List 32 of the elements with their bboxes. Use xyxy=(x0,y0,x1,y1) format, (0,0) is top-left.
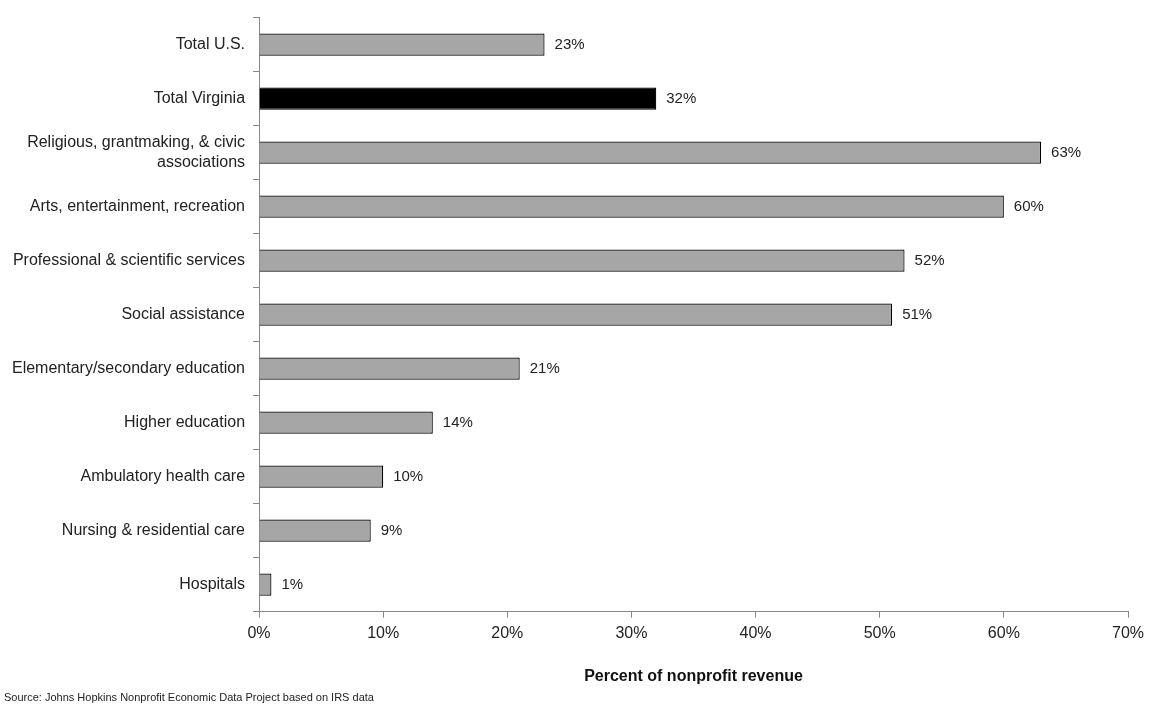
y-tick-label: Social assistance xyxy=(121,305,246,323)
x-tick-label: 70% xyxy=(1111,623,1145,641)
data-label: 23% xyxy=(554,34,585,52)
source-note: Source: Johns Hopkins Nonprofit Economic Data Project based on IRS data xyxy=(4,691,374,703)
data-label: 1% xyxy=(281,574,304,592)
data-label: 60% xyxy=(1013,196,1044,214)
x-tick-label: 60% xyxy=(987,623,1020,641)
y-tick-label: Nursing & residential care xyxy=(61,521,246,539)
data-label: 14% xyxy=(442,412,473,430)
data-label: 21% xyxy=(529,358,560,376)
x-tick-label: 30% xyxy=(615,623,648,641)
x-tick-label: 10% xyxy=(367,623,400,641)
data-label: 32% xyxy=(666,88,697,106)
x-tick-label: 50% xyxy=(863,623,896,641)
y-tick-label: Total U.S. xyxy=(175,35,246,53)
data-label: 63% xyxy=(1051,142,1082,160)
y-tick-label: Religious, grantmaking, & civic associations xyxy=(27,133,246,170)
x-tick-label: 0% xyxy=(247,623,271,641)
data-label: 52% xyxy=(914,250,945,268)
data-label: 9% xyxy=(380,520,403,538)
y-tick-label: Hospitals xyxy=(179,575,246,593)
data-label: 51% xyxy=(902,304,933,322)
data-label: 10% xyxy=(393,466,424,484)
y-tick-label: Elementary/secondary education xyxy=(11,359,246,377)
x-axis-title: Percent of nonprofit revenue xyxy=(584,666,803,684)
y-tick-label: Arts, entertainment, recreation xyxy=(29,197,246,215)
y-tick-label: Professional & scientific services xyxy=(12,251,246,269)
y-tick-label: Ambulatory health care xyxy=(80,467,246,485)
y-tick-label: Higher education xyxy=(124,413,246,431)
x-tick-label: 40% xyxy=(739,623,772,641)
x-tick-label: 20% xyxy=(491,623,524,641)
y-tick-label: Total Virginia xyxy=(153,89,246,107)
